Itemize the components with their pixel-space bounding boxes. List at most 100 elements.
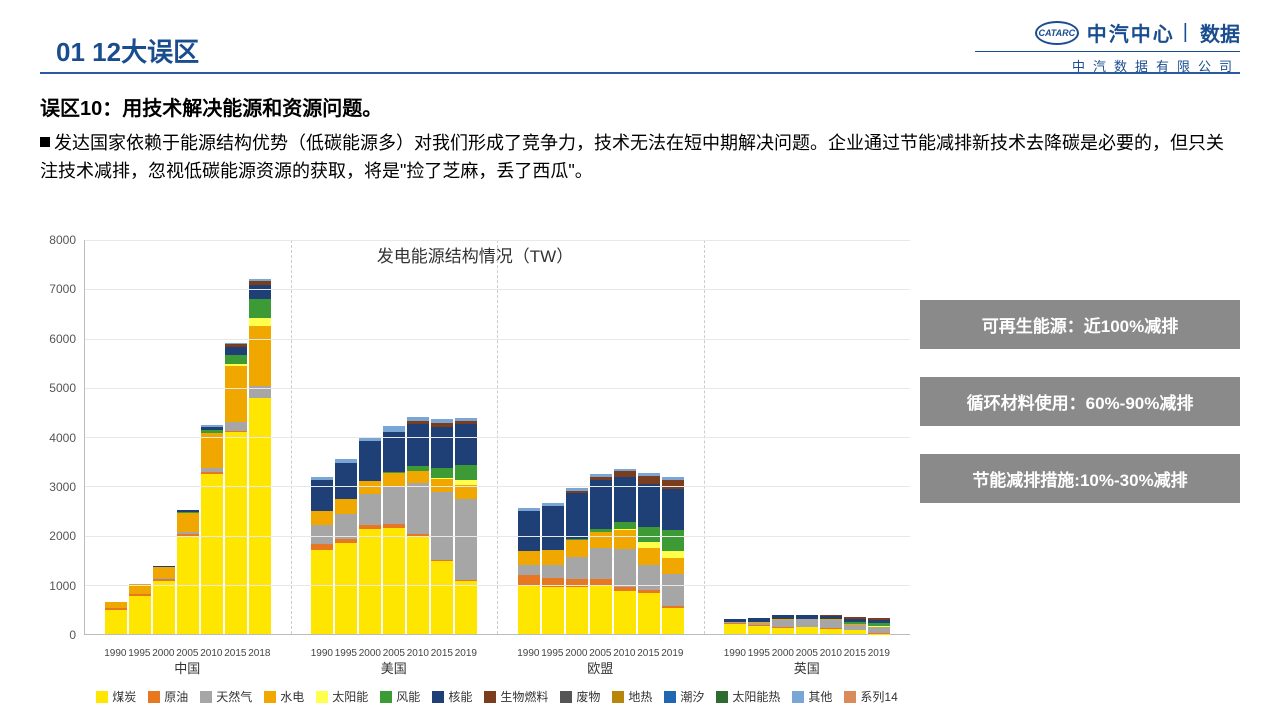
bar-segment <box>662 480 684 489</box>
stacked-bar <box>225 343 247 634</box>
stacked-bar <box>518 508 540 634</box>
legend-swatch-icon <box>432 691 444 703</box>
legend-swatch-icon <box>664 691 676 703</box>
legend: 煤炭原油天然气水电太阳能风能核能生物燃料废物地热潮汐太阳能热其他系列14 <box>84 688 910 705</box>
bar-segment <box>638 484 660 526</box>
bar-segment <box>820 629 842 634</box>
bar-segment <box>772 628 794 634</box>
bar-segment <box>542 506 564 549</box>
y-tick: 0 <box>69 628 76 642</box>
bar-segment <box>662 608 684 634</box>
bar-segment <box>542 565 564 578</box>
bar-segment <box>566 540 588 558</box>
y-tick: 8000 <box>49 233 76 247</box>
bar-segment <box>383 473 405 486</box>
bar-segment <box>153 581 175 634</box>
bar-segment <box>455 424 477 465</box>
group-label: 英国 <box>704 658 911 677</box>
legend-label: 核能 <box>448 688 472 705</box>
callout-list: 可再生能源：近100%减排 循环材料使用：60%-90%减排 节能减排措施:10… <box>920 300 1240 503</box>
y-tick: 7000 <box>49 282 76 296</box>
legend-swatch-icon <box>316 691 328 703</box>
legend-label: 地热 <box>628 688 652 705</box>
bar-segment <box>407 424 429 465</box>
bar-segment <box>129 596 151 635</box>
legend-label: 潮汐 <box>680 688 704 705</box>
legend-label: 废物 <box>576 688 600 705</box>
stacked-bar <box>724 619 746 634</box>
section-title: 01 12大误区 <box>56 32 199 69</box>
bar-segment <box>455 581 477 634</box>
legend-item: 系列14 <box>844 688 897 705</box>
bar-segment <box>311 511 333 525</box>
stacked-bar <box>383 426 405 634</box>
stacked-bar <box>249 279 271 634</box>
bar-segment <box>225 347 247 355</box>
stacked-bar <box>201 425 223 634</box>
y-tick: 3000 <box>49 480 76 494</box>
legend-item: 生物燃料 <box>484 688 548 705</box>
legend-item: 其他 <box>792 688 832 705</box>
body-paragraph: 发达国家依赖于能源结构优势（低碳能源多）对我们形成了竞争力，技术无法在短中期解决… <box>40 130 1240 186</box>
plot-area <box>84 240 910 635</box>
bar-segment <box>662 558 684 575</box>
bar-segment <box>431 492 453 560</box>
legend-item: 原油 <box>148 688 188 705</box>
legend-label: 煤炭 <box>112 688 136 705</box>
bar-segment <box>455 465 477 480</box>
stacked-bar <box>748 618 770 634</box>
bar-segment <box>335 543 357 634</box>
bar-segment <box>225 355 247 364</box>
bar-segment <box>105 610 127 634</box>
bar-segment <box>844 630 866 634</box>
y-tick: 4000 <box>49 431 76 445</box>
stacked-bar <box>844 617 866 634</box>
legend-swatch-icon <box>380 691 392 703</box>
stacked-bar <box>614 469 636 634</box>
legend-item: 地热 <box>612 688 652 705</box>
bar-segment <box>796 619 818 627</box>
bar-segment <box>638 593 660 634</box>
bar-segment <box>662 530 684 551</box>
y-tick: 5000 <box>49 381 76 395</box>
legend-item: 废物 <box>560 688 600 705</box>
legend-swatch-icon <box>96 691 108 703</box>
stacked-bar <box>820 615 842 634</box>
legend-item: 太阳能热 <box>716 688 780 705</box>
bar-segment <box>177 513 199 533</box>
legend-swatch-icon <box>560 691 572 703</box>
bar-segment <box>638 548 660 565</box>
bar-segment <box>518 575 540 585</box>
legend-swatch-icon <box>792 691 804 703</box>
stacked-bar <box>153 566 175 634</box>
bar-segment <box>614 530 636 549</box>
stacked-bar <box>772 615 794 634</box>
bar-segment <box>542 578 564 587</box>
stacked-bar <box>455 418 477 634</box>
legend-item: 核能 <box>432 688 472 705</box>
bar-segment <box>614 549 636 587</box>
bar-segment <box>359 481 381 494</box>
bar-segment <box>455 499 477 580</box>
title-underline <box>40 72 1240 74</box>
bar-segment <box>153 567 175 578</box>
bar-segment <box>518 585 540 634</box>
bar-segment <box>820 620 842 629</box>
stacked-bar <box>105 602 127 634</box>
bar-segment <box>566 493 588 539</box>
callout-recycled: 循环材料使用：60%-90%减排 <box>920 377 1240 426</box>
legend-swatch-icon <box>264 691 276 703</box>
stacked-bar <box>868 618 890 634</box>
bar-segment <box>662 574 684 606</box>
bar-segment <box>311 525 333 544</box>
legend-swatch-icon <box>612 691 624 703</box>
bar-segment <box>407 483 429 533</box>
bar-segment <box>614 477 636 522</box>
y-tick: 6000 <box>49 332 76 346</box>
bar-segment <box>249 326 271 385</box>
bar-segment <box>542 587 564 634</box>
bar-segment <box>359 494 381 525</box>
logo-oval-icon: CATARC <box>1035 21 1079 45</box>
bar-segment <box>590 585 612 634</box>
bar-segment <box>614 522 636 529</box>
